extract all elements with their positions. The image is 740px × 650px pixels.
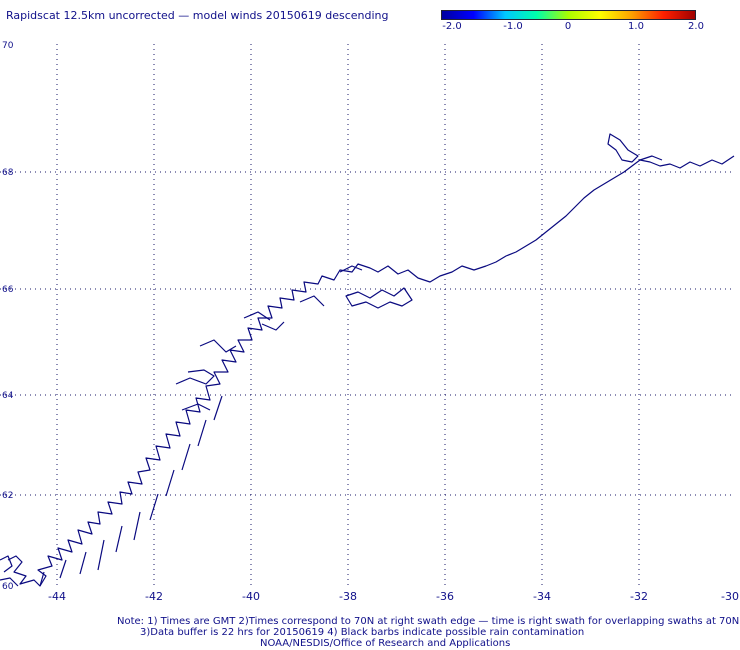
lon-label-40: -40: [242, 590, 260, 603]
lon-label-42: -42: [145, 590, 163, 603]
colorbar-label-pos2: 2.0: [688, 21, 704, 32]
lon-label-44: -44: [48, 590, 66, 603]
colorbar-label-neg2: -2.0: [442, 21, 462, 32]
greenland-coastline: [0, 133, 735, 587]
note-line-3: NOAA/NESDIS/Office of Research and Appli…: [260, 638, 511, 649]
coastline-fjords-south: [39, 395, 223, 587]
lat-label-66: 66: [2, 285, 14, 295]
plot-frame: [0, 43, 736, 590]
lat-label-70: 70: [2, 41, 14, 51]
coastline-northeast-detail: [607, 133, 663, 163]
note-line-2: 3)Data buffer is 22 hrs for 20150619 4) …: [140, 627, 585, 638]
map-plot: 70 68 66 64 62 60 -44 -42 -40 -38 -36 -3…: [0, 41, 739, 603]
lat-label-68: 68: [2, 168, 14, 178]
lat-label-60: 60: [2, 582, 14, 592]
coastline-bay-38: [345, 287, 413, 309]
lat-label-64: 64: [2, 391, 14, 401]
lat-label-62: 62: [2, 491, 13, 501]
lon-label-36: -36: [436, 590, 454, 603]
coastline-inner-fjords: [175, 265, 363, 411]
colorbar: [441, 10, 696, 20]
lon-label-32: -32: [630, 590, 648, 603]
map-title: Rapidscat 12.5km uncorrected — model win…: [6, 9, 389, 22]
lon-label-30: -30: [721, 590, 739, 603]
coastline-main: [7, 155, 735, 587]
colorbar-label-neg1: -1.0: [503, 21, 523, 32]
colorbar-label-zero: 0: [564, 21, 572, 32]
colorbar-label-pos1: 1.0: [628, 21, 644, 32]
note-line-1: Note: 1) Times are GMT 2)Times correspon…: [117, 616, 740, 627]
lon-label-38: -38: [339, 590, 357, 603]
coastline-southwest-tip: [0, 555, 19, 587]
lon-label-34: -34: [533, 590, 551, 603]
